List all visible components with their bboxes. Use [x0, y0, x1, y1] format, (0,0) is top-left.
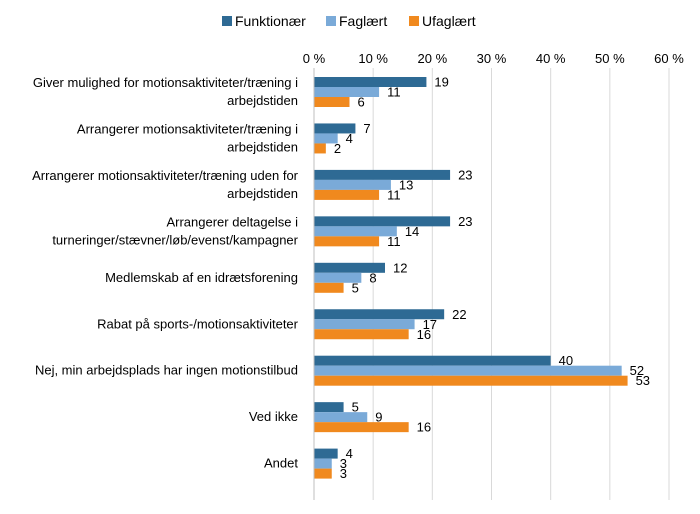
- legend-label: Funktionær: [235, 13, 306, 29]
- bar: [314, 458, 332, 469]
- data-label: 5: [352, 280, 359, 295]
- bar: [314, 309, 445, 320]
- bar: [314, 365, 622, 376]
- bar: [314, 262, 385, 273]
- bar: [314, 189, 380, 200]
- bar: [314, 282, 344, 293]
- legend-swatch: [409, 16, 419, 26]
- bar: [314, 402, 344, 413]
- data-label: 4: [346, 446, 353, 461]
- bar: [314, 133, 338, 144]
- x-tick-label: 60 %: [654, 51, 684, 66]
- x-tick-label: 30 %: [477, 51, 507, 66]
- category-label: Rabat på sports-/motionsaktiviteter: [97, 316, 299, 331]
- category-label: Arrangerer deltagelse i: [166, 214, 298, 229]
- bar: [314, 375, 628, 386]
- category-label: Arrangerer motionsaktiviteter/træning ud…: [32, 168, 299, 183]
- bar: [314, 319, 415, 330]
- category-label: turneringer/stævner/løb/evenst/kampagner: [52, 232, 298, 247]
- bar: [314, 412, 368, 423]
- category-label: Ved ikke: [249, 409, 298, 424]
- category-label: Medlemskab af en idrætsforening: [105, 270, 298, 285]
- data-label: 40: [559, 353, 573, 368]
- data-label: 4: [346, 131, 353, 146]
- data-label: 16: [417, 420, 431, 435]
- category-label: Nej, min arbejdsplads har ingen motionst…: [35, 363, 298, 378]
- data-label: 8: [369, 270, 376, 285]
- category-label: arbejdstiden: [227, 139, 298, 154]
- bar: [314, 123, 356, 134]
- x-tick-label: 0 %: [303, 51, 326, 66]
- bar: [314, 169, 451, 180]
- data-label: 14: [405, 224, 419, 239]
- data-label: 5: [352, 400, 359, 415]
- legend-label: Faglært: [339, 13, 387, 29]
- bar: [314, 216, 451, 227]
- data-label: 11: [387, 187, 401, 202]
- data-label: 13: [399, 177, 413, 192]
- data-label: 52: [630, 363, 644, 378]
- bar: [314, 272, 362, 283]
- category-label: arbejdstiden: [227, 93, 298, 108]
- data-label: 3: [340, 466, 347, 481]
- data-label: 53: [636, 373, 650, 388]
- data-label: 23: [458, 214, 472, 229]
- bar: [314, 97, 350, 107]
- data-label: 11: [387, 234, 401, 249]
- bar: [314, 448, 338, 459]
- data-label: 23: [458, 167, 472, 182]
- x-tick-label: 50 %: [595, 51, 625, 66]
- data-label: 19: [434, 75, 448, 90]
- category-label: Andet: [264, 456, 298, 471]
- bar: [314, 422, 409, 433]
- data-label: 22: [452, 307, 466, 322]
- data-label: 6: [358, 95, 365, 110]
- data-label: 3: [340, 456, 347, 471]
- bar: [314, 87, 380, 97]
- x-tick-label: 40 %: [536, 51, 566, 66]
- category-label: arbejdstiden: [227, 186, 298, 201]
- bar: [314, 355, 551, 366]
- legend-label: Ufaglært: [422, 13, 476, 29]
- data-label: 9: [375, 410, 382, 425]
- bar: [314, 468, 332, 479]
- x-tick-label: 10 %: [358, 51, 388, 66]
- data-label: 17: [423, 317, 437, 332]
- data-label: 7: [363, 121, 370, 136]
- bar: [314, 143, 326, 154]
- legend-swatch: [326, 16, 336, 26]
- category-label: Giver mulighed for motionsaktiviteter/tr…: [33, 75, 298, 90]
- data-label: 2: [334, 141, 341, 156]
- data-label: 12: [393, 260, 407, 275]
- bar: [314, 236, 380, 247]
- data-label: 16: [417, 327, 431, 342]
- bar: [314, 77, 427, 87]
- bar: [314, 226, 397, 237]
- legend-swatch: [222, 16, 232, 26]
- data-label: 11: [387, 85, 401, 100]
- bar: [314, 179, 391, 190]
- bar: [314, 329, 409, 340]
- x-tick-label: 20 %: [418, 51, 448, 66]
- category-label: Arrangerer motionsaktiviteter/træning i: [77, 121, 298, 136]
